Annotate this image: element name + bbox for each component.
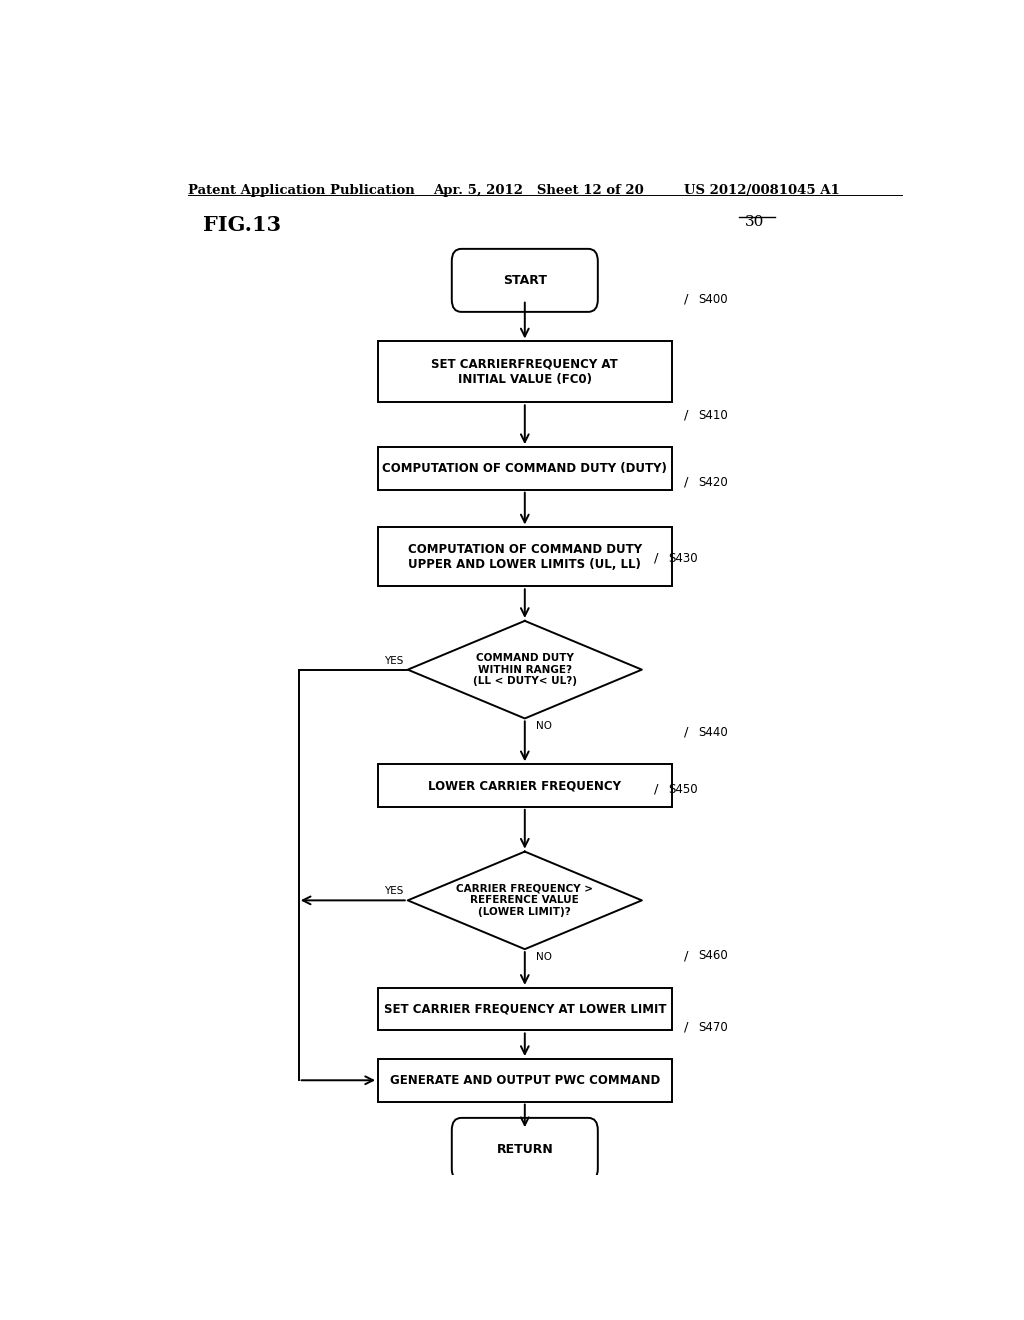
Text: 30: 30 [745,215,765,230]
Text: NO: NO [536,722,552,731]
Text: COMPUTATION OF COMMAND DUTY (DUTY): COMPUTATION OF COMMAND DUTY (DUTY) [382,462,668,475]
Text: /: / [684,409,688,421]
Text: US 2012/0081045 A1: US 2012/0081045 A1 [684,183,840,197]
Text: /: / [653,552,658,565]
Bar [378,447,672,490]
Text: COMMAND DUTY
WITHIN RANGE?
(LL < DUTY< UL?): COMMAND DUTY WITHIN RANGE? (LL < DUTY< U… [473,653,577,686]
Text: CARRIER FREQUENCY >
REFERENCE VALUE
(LOWER LIMIT)?: CARRIER FREQUENCY > REFERENCE VALUE (LOW… [457,884,593,917]
Text: /: / [684,1020,688,1034]
FancyBboxPatch shape [452,1118,598,1181]
Text: S430: S430 [668,552,697,565]
Text: /: / [684,475,688,488]
Text: Patent Application Publication: Patent Application Publication [187,183,415,197]
Text: YES: YES [384,886,403,896]
Text: START: START [503,273,547,286]
Bar [378,764,672,807]
Text: S450: S450 [668,783,697,796]
Text: FIG.13: FIG.13 [204,215,282,235]
Text: YES: YES [384,656,403,665]
FancyBboxPatch shape [452,249,598,312]
Text: NO: NO [536,952,552,962]
Text: S400: S400 [697,293,727,306]
Text: /: / [684,726,688,739]
Text: S460: S460 [697,949,728,962]
Text: /: / [653,783,658,796]
Text: SET CARRIERFREQUENCY AT
INITIAL VALUE (FC0): SET CARRIERFREQUENCY AT INITIAL VALUE (F… [431,358,618,385]
Text: S440: S440 [697,726,728,739]
Text: SET CARRIER FREQUENCY AT LOWER LIMIT: SET CARRIER FREQUENCY AT LOWER LIMIT [384,1003,666,1015]
Text: RETURN: RETURN [497,1143,553,1156]
Text: S410: S410 [697,409,728,421]
Text: GENERATE AND OUTPUT PWC COMMAND: GENERATE AND OUTPUT PWC COMMAND [390,1073,659,1086]
Bar [378,987,672,1031]
Bar [378,528,672,586]
Text: /: / [684,293,688,306]
Text: COMPUTATION OF COMMAND DUTY
UPPER AND LOWER LIMITS (UL, LL): COMPUTATION OF COMMAND DUTY UPPER AND LO… [408,543,642,570]
Bar [378,342,672,403]
Text: /: / [684,949,688,962]
Text: S420: S420 [697,475,728,488]
Bar [378,1059,672,1102]
Text: S470: S470 [697,1020,728,1034]
Text: Apr. 5, 2012   Sheet 12 of 20: Apr. 5, 2012 Sheet 12 of 20 [433,183,644,197]
Text: LOWER CARRIER FREQUENCY: LOWER CARRIER FREQUENCY [428,779,622,792]
